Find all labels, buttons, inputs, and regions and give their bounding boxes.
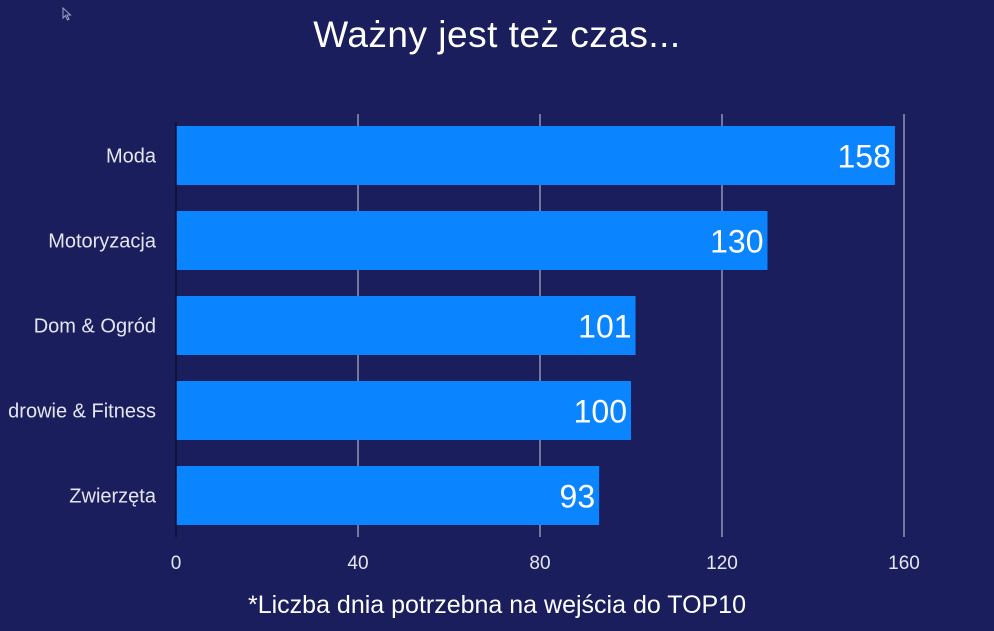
category-label: drowie & Fitness	[8, 401, 156, 423]
bar	[176, 381, 631, 440]
x-tick-label: 160	[888, 553, 920, 574]
category-label: Motoryzacja	[48, 231, 157, 253]
bar	[176, 296, 636, 355]
x-tick-label: 0	[171, 553, 182, 574]
category-label: Zwierzęta	[69, 486, 157, 508]
x-tick-label: 40	[347, 553, 368, 574]
mouse-cursor-icon	[62, 7, 72, 21]
category-label: Dom & Ogród	[34, 316, 156, 338]
data-label: 93	[560, 479, 596, 515]
data-label: 100	[574, 394, 627, 430]
x-tick-label: 120	[706, 553, 738, 574]
bar	[176, 466, 600, 525]
data-label: 158	[838, 139, 891, 175]
category-label: Moda	[106, 146, 157, 168]
x-tick-label: 80	[529, 553, 550, 574]
bar	[176, 126, 895, 185]
footnote: *Liczba dnia potrzebna na wejścia do TOP…	[247, 591, 746, 619]
bar	[176, 211, 768, 270]
data-label: 101	[578, 309, 631, 345]
slide-title: Ważny jest też czas...	[313, 14, 681, 55]
data-label: 130	[710, 224, 763, 260]
